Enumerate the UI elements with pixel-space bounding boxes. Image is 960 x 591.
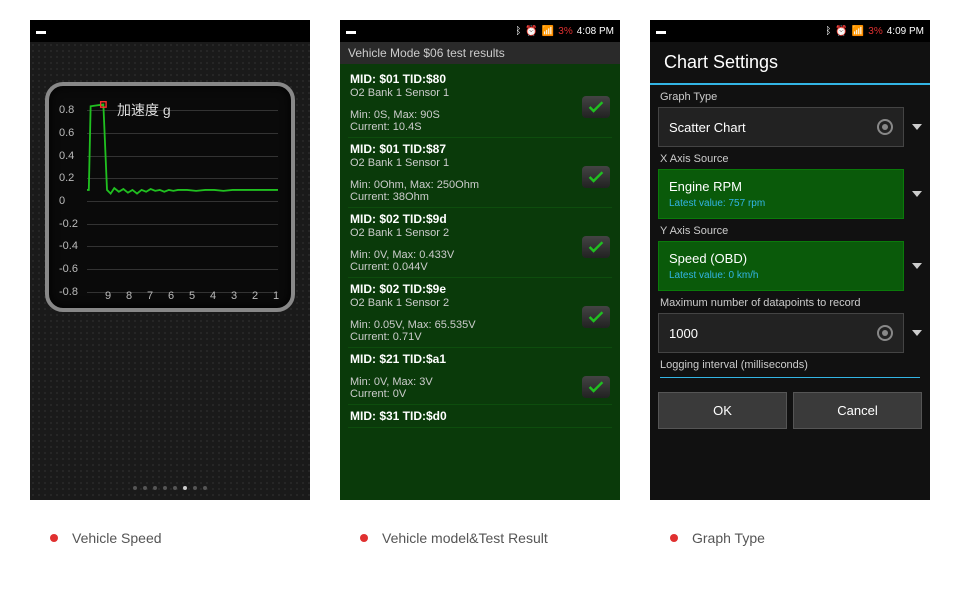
interval-label: Logging interval (milliseconds) [650, 353, 930, 375]
check-icon [582, 236, 610, 258]
chart-line [87, 99, 278, 272]
min-max: Min: 0V, Max: 3V [350, 376, 572, 388]
min-max: Min: 0Ohm, Max: 250Ohm [350, 179, 572, 191]
x-axis-select[interactable]: Engine RPM Latest value: 757 rpm [658, 169, 904, 219]
bullet-icon [360, 534, 368, 542]
clock: 4:08 PM [577, 26, 614, 37]
battery-percent: 3% [868, 26, 882, 37]
phone-test-results: ▬ ᛒ ⏰ 📶 3% 4:08 PM Vehicle Mode $06 test… [340, 20, 620, 500]
y-axis-value: Speed (OBD) [669, 251, 747, 266]
status-left-icon: ▬ [656, 26, 666, 37]
status-bar: ▬ [30, 20, 310, 42]
dropdown-icon[interactable] [912, 124, 922, 130]
page-indicator [30, 486, 310, 490]
dialog-title: Chart Settings [650, 42, 930, 85]
graph-type-select[interactable]: Scatter Chart [658, 107, 904, 147]
sensor-name: O2 Bank 1 Sensor 2 [350, 297, 572, 309]
alarm-icon: ⏰ [835, 26, 847, 37]
sensor-name: O2 Bank 1 Sensor 1 [350, 87, 572, 99]
status-bar: ▬ ᛒ ⏰ 📶 3% 4:08 PM [340, 20, 620, 42]
sensor-name: O2 Bank 1 Sensor 2 [350, 227, 572, 239]
y-axis-select[interactable]: Speed (OBD) Latest value: 0 km/h [658, 241, 904, 291]
battery-percent: 3% [558, 26, 572, 37]
interval-input[interactable] [660, 377, 920, 378]
signal-icon: 📶 [542, 26, 554, 37]
min-max: Min: 0S, Max: 90S [350, 109, 572, 121]
mid-tid: MID: $02 TID:$9e [350, 282, 572, 296]
caption: Graph Type [650, 520, 930, 556]
caption: Vehicle model&Test Result [340, 520, 620, 556]
status-bar: ▬ ᛒ ⏰ 📶 3% 4:09 PM [650, 20, 930, 42]
dropdown-icon[interactable] [912, 330, 922, 336]
screen-title: Vehicle Mode $06 test results [340, 42, 620, 64]
clock: 4:09 PM [887, 26, 924, 37]
carbon-background: 加速度 g 0.80.60.40.20-0.2-0.4-0.6-0.8 9876… [30, 42, 310, 500]
status-left-icon: ▬ [36, 26, 46, 37]
y-axis-label: Y Axis Source [650, 219, 930, 241]
result-entry[interactable]: MID: $31 TID:$d0 [348, 405, 612, 428]
max-points-value: 1000 [669, 326, 698, 341]
check-icon [582, 306, 610, 328]
current-value: Current: 0.71V [350, 331, 572, 343]
phone-chart-settings: ▬ ᛒ ⏰ 📶 3% 4:09 PM Chart Settings Graph … [650, 20, 930, 500]
results-list[interactable]: MID: $01 TID:$80O2 Bank 1 Sensor 1Min: 0… [340, 64, 620, 500]
ok-button[interactable]: OK [658, 392, 787, 429]
dropdown-icon[interactable] [912, 263, 922, 269]
graph-type-label: Graph Type [650, 85, 930, 107]
bluetooth-icon: ᛒ [515, 26, 521, 37]
chart-title: 加速度 g [117, 100, 171, 120]
radio-icon [877, 325, 893, 341]
caption: Vehicle Speed [30, 520, 310, 556]
result-entry[interactable]: MID: $21 TID:$a1 Min: 0V, Max: 3VCurrent:… [348, 348, 612, 405]
current-value: Current: 0.044V [350, 261, 572, 273]
bluetooth-icon: ᛒ [825, 26, 831, 37]
acceleration-chart: 加速度 g 0.80.60.40.20-0.2-0.4-0.6-0.8 9876… [45, 82, 295, 312]
alarm-icon: ⏰ [525, 26, 537, 37]
sensor-name: O2 Bank 1 Sensor 1 [350, 157, 572, 169]
result-entry[interactable]: MID: $02 TID:$9eO2 Bank 1 Sensor 2 Min: 0… [348, 278, 612, 348]
phone-vehicle-speed: ▬ 加速度 g 0.80.60.40.20-0.2-0.4-0.6-0.8 98… [30, 20, 310, 500]
current-value: Current: 38Ohm [350, 191, 572, 203]
min-max: Min: 0.05V, Max: 65.535V [350, 319, 572, 331]
mid-tid: MID: $31 TID:$d0 [350, 409, 572, 423]
mid-tid: MID: $21 TID:$a1 [350, 352, 572, 366]
max-points-label: Maximum number of datapoints to record [650, 291, 930, 313]
cancel-button[interactable]: Cancel [793, 392, 922, 429]
x-axis-subvalue: Latest value: 757 rpm [669, 198, 765, 209]
check-icon [582, 376, 610, 398]
min-max: Min: 0V, Max: 0.433V [350, 249, 572, 261]
bullet-icon [670, 534, 678, 542]
mid-tid: MID: $01 TID:$80 [350, 72, 572, 86]
dropdown-icon[interactable] [912, 191, 922, 197]
y-axis-subvalue: Latest value: 0 km/h [669, 270, 759, 281]
signal-icon: 📶 [852, 26, 864, 37]
result-entry[interactable]: MID: $01 TID:$80O2 Bank 1 Sensor 1 Min: 0… [348, 68, 612, 138]
mid-tid: MID: $02 TID:$9d [350, 212, 572, 226]
check-icon [582, 96, 610, 118]
graph-type-value: Scatter Chart [669, 120, 746, 135]
max-points-select[interactable]: 1000 [658, 313, 904, 353]
current-value: Current: 10.4S [350, 121, 572, 133]
mid-tid: MID: $01 TID:$87 [350, 142, 572, 156]
status-left-icon: ▬ [346, 26, 356, 37]
x-axis-label: X Axis Source [650, 147, 930, 169]
radio-icon [877, 119, 893, 135]
current-value: Current: 0V [350, 388, 572, 400]
result-entry[interactable]: MID: $01 TID:$87O2 Bank 1 Sensor 1 Min: 0… [348, 138, 612, 208]
x-axis-value: Engine RPM [669, 179, 742, 194]
result-entry[interactable]: MID: $02 TID:$9dO2 Bank 1 Sensor 2 Min: 0… [348, 208, 612, 278]
check-icon [582, 166, 610, 188]
bullet-icon [50, 534, 58, 542]
